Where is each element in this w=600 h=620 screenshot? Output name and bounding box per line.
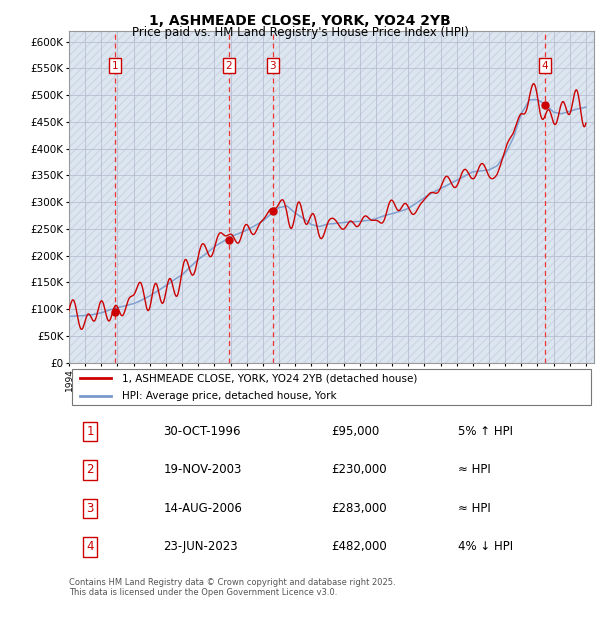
- Text: Price paid vs. HM Land Registry's House Price Index (HPI): Price paid vs. HM Land Registry's House …: [131, 26, 469, 39]
- FancyBboxPatch shape: [71, 369, 592, 405]
- Text: 4: 4: [86, 541, 94, 553]
- Text: 30-OCT-1996: 30-OCT-1996: [163, 425, 241, 438]
- Text: 1: 1: [112, 61, 118, 71]
- Text: £482,000: £482,000: [331, 541, 387, 553]
- Text: 3: 3: [269, 61, 276, 71]
- Text: HPI: Average price, detached house, York: HPI: Average price, detached house, York: [121, 391, 336, 401]
- Text: 5% ↑ HPI: 5% ↑ HPI: [458, 425, 512, 438]
- Text: 2: 2: [226, 61, 232, 71]
- Text: 14-AUG-2006: 14-AUG-2006: [163, 502, 242, 515]
- Text: £230,000: £230,000: [331, 464, 387, 476]
- Text: 3: 3: [86, 502, 94, 515]
- Text: 23-JUN-2023: 23-JUN-2023: [163, 541, 238, 553]
- Text: ≈ HPI: ≈ HPI: [458, 502, 490, 515]
- Text: Contains HM Land Registry data © Crown copyright and database right 2025.
This d: Contains HM Land Registry data © Crown c…: [69, 578, 395, 597]
- Text: 2: 2: [86, 464, 94, 476]
- Text: 1, ASHMEADE CLOSE, YORK, YO24 2YB: 1, ASHMEADE CLOSE, YORK, YO24 2YB: [149, 14, 451, 28]
- Text: £283,000: £283,000: [331, 502, 387, 515]
- Text: £95,000: £95,000: [331, 425, 380, 438]
- Text: 1: 1: [86, 425, 94, 438]
- Text: 4: 4: [542, 61, 548, 71]
- Text: 19-NOV-2003: 19-NOV-2003: [163, 464, 242, 476]
- Text: ≈ HPI: ≈ HPI: [458, 464, 490, 476]
- Text: 1, ASHMEADE CLOSE, YORK, YO24 2YB (detached house): 1, ASHMEADE CLOSE, YORK, YO24 2YB (detac…: [121, 373, 417, 383]
- Text: 4% ↓ HPI: 4% ↓ HPI: [458, 541, 512, 553]
